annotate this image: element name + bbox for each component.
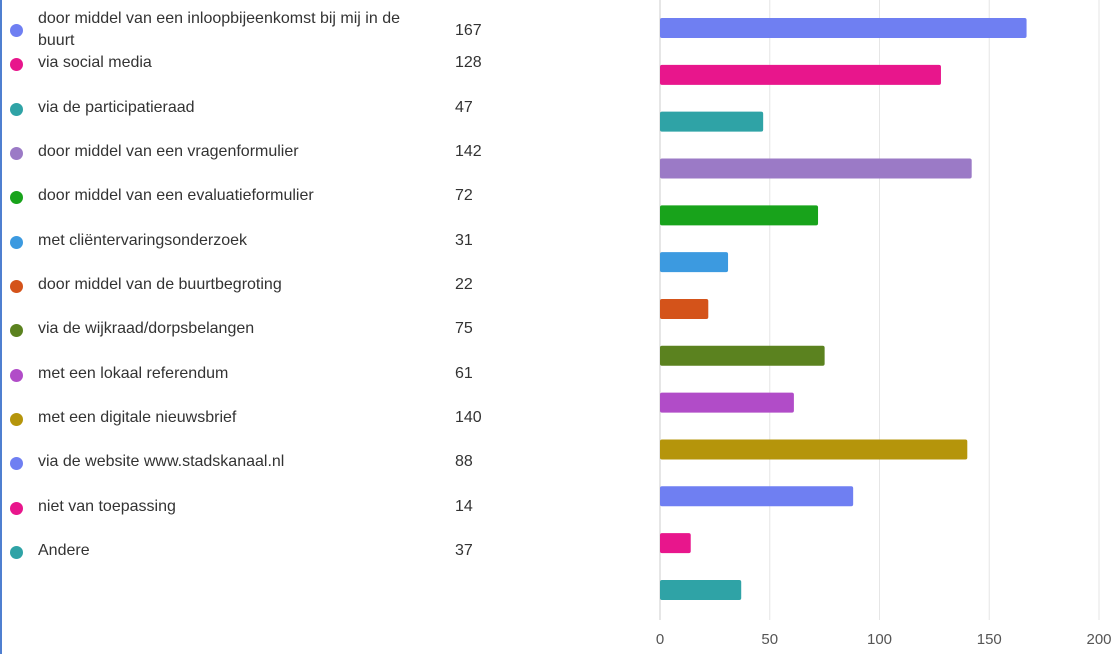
legend-dot-icon [10, 324, 23, 338]
legend-count: 47 [455, 98, 473, 116]
legend-dot-icon [10, 235, 23, 249]
legend-item: met een lokaal referendum 61 [0, 363, 520, 403]
legend-dot-icon [10, 412, 23, 426]
legend-dot-icon [10, 102, 23, 116]
legend-count: 142 [455, 142, 482, 160]
legend-label: met een digitale nieuwsbrief [38, 408, 237, 426]
legend-dot-icon [10, 368, 23, 382]
x-tick-label: 200 [1086, 631, 1111, 648]
legend-dot-icon [10, 457, 23, 471]
bar [660, 252, 729, 273]
legend-item: met een digitale nieuwsbrief 140 [0, 407, 520, 447]
legend-item: via de website www.stadskanaal.nl 88 [0, 451, 520, 491]
legend-label: met cliëntervaringsonderzoek [38, 231, 247, 249]
legend-count: 75 [455, 320, 473, 338]
legend-count: 72 [455, 187, 473, 205]
legend-label: via de wijkraad/dorpsbelangen [38, 320, 255, 338]
legend-item: Andere 37 [0, 540, 520, 580]
bar [660, 64, 941, 85]
bar [660, 392, 794, 413]
x-tick-label: 100 [867, 631, 892, 648]
x-tick-label: 0 [656, 631, 664, 648]
legend-item: door middel van een vragenformulier 142 [0, 141, 520, 181]
legend-label: via de participatieraad [38, 98, 195, 116]
legend-label: via de website www.stadskanaal.nl [38, 453, 285, 471]
legend-dot-icon [10, 58, 23, 72]
bar [660, 298, 709, 319]
legend-label: niet van toepassing [38, 497, 176, 515]
legend-count: 167 [455, 22, 482, 39]
x-tick-label: 50 [761, 631, 778, 648]
legend-dot-icon [10, 545, 23, 559]
bar [660, 158, 972, 179]
bar [660, 18, 1027, 38]
bar [660, 205, 819, 226]
legend-dot-icon [10, 146, 23, 160]
legend-count: 31 [455, 231, 473, 249]
legend-label: Andere [38, 541, 90, 559]
legend-count: 88 [455, 453, 473, 471]
legend-item: door middel van de buurtbegroting 22 [0, 274, 520, 314]
legend-label: via social media [38, 54, 152, 72]
legend-count: 140 [455, 408, 482, 426]
legend-dot-icon [10, 24, 23, 37]
bar [660, 533, 691, 554]
legend-item: met cliëntervaringsonderzoek 31 [0, 230, 520, 270]
legend-count: 37 [455, 541, 473, 559]
legend-label: met een lokaal referendum [38, 364, 229, 382]
legend-label: door middel van een inloopbijeenkomst bi… [38, 10, 400, 49]
bar [660, 345, 825, 366]
legend-item: niet van toepassing 14 [0, 496, 520, 536]
panel-left-border [0, 0, 2, 654]
legend-count: 61 [455, 364, 473, 382]
bar [660, 439, 968, 460]
legend-count: 14 [455, 497, 473, 515]
legend-item: via social media 128 [0, 52, 520, 92]
legend: door middel van een inloopbijeenkomst bi… [0, 8, 520, 580]
bar [660, 486, 854, 507]
legend-dot-icon [10, 279, 23, 293]
legend-item: via de participatieraad 47 [0, 97, 520, 137]
legend-item: door middel van een evaluatieformulier 72 [0, 185, 520, 225]
bar [660, 111, 764, 132]
legend-label: door middel van de buurtbegroting [38, 275, 282, 293]
legend-label: door middel van een evaluatieformulier [38, 187, 314, 205]
legend-item: door middel van een inloopbijeenkomst bi… [0, 8, 520, 49]
legend-count: 128 [455, 54, 482, 72]
bar [660, 579, 742, 600]
legend-label: door middel van een vragenformulier [38, 142, 299, 160]
x-tick-label: 150 [977, 631, 1002, 648]
legend-count: 22 [455, 275, 473, 293]
legend-dot-icon [10, 191, 23, 205]
legend-item: via de wijkraad/dorpsbelangen 75 [0, 318, 520, 358]
legend-dot-icon [10, 501, 23, 515]
